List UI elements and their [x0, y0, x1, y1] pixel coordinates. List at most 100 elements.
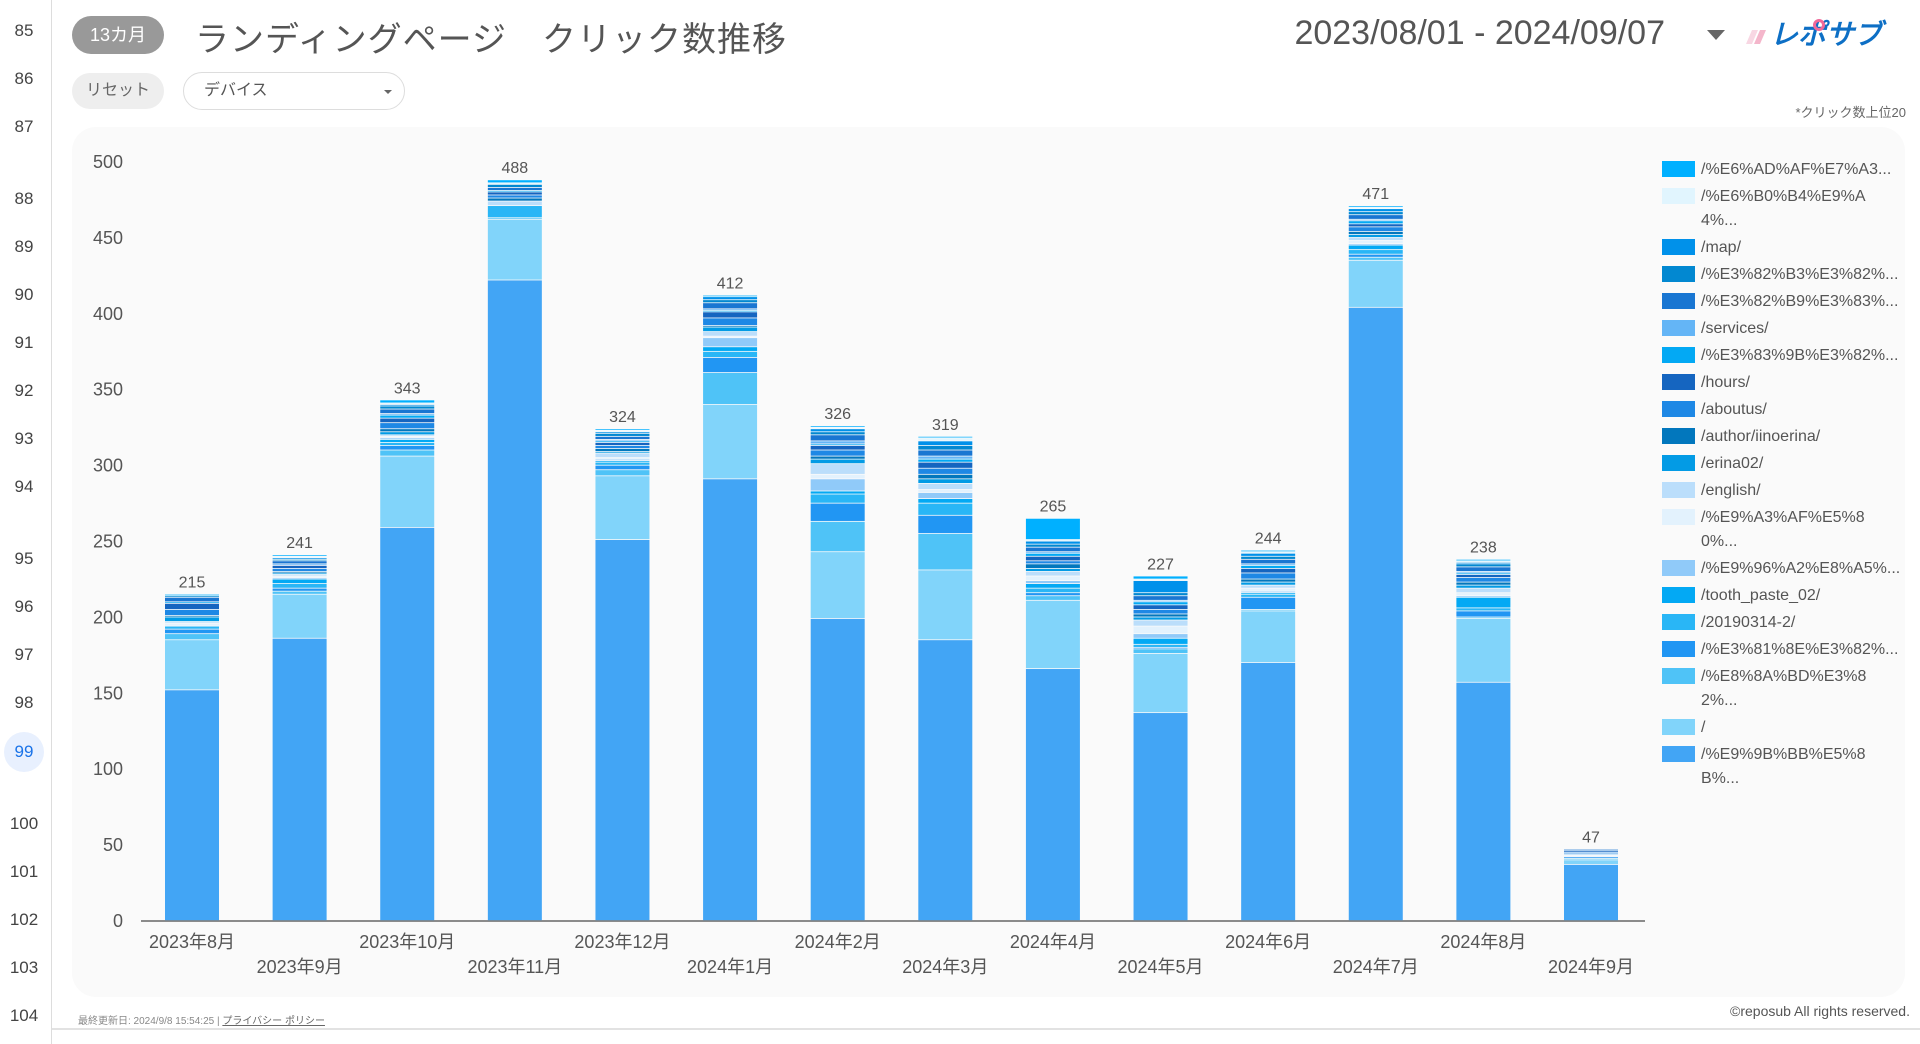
bar-segment — [165, 621, 219, 623]
bar-segment — [703, 325, 758, 327]
row-number[interactable]: 90 — [14, 285, 34, 304]
bar-segment — [1133, 634, 1188, 638]
bar-segment — [1348, 307, 1403, 921]
row-number[interactable]: 97 — [14, 645, 34, 664]
bar-segment — [595, 441, 650, 443]
legend-item[interactable]: /%E9%A3%AF%E5%80%... — [1662, 506, 1912, 554]
caret-down-icon[interactable] — [1707, 30, 1725, 40]
bar-segment — [1456, 574, 1511, 578]
reset-button[interactable]: リセット — [72, 73, 164, 109]
bar-segment — [1025, 552, 1080, 553]
bar-segment — [595, 439, 650, 441]
bar-segment — [1348, 245, 1403, 250]
bar-segment — [918, 438, 973, 441]
bar-segment — [1456, 611, 1511, 617]
bar-segment — [703, 479, 758, 921]
row-number[interactable]: 91 — [14, 333, 34, 352]
legend-item[interactable]: /%E6%B0%B4%E9%A4%... — [1662, 185, 1912, 233]
bar-segment — [1133, 593, 1188, 596]
period-badge: 13カ月 — [72, 16, 164, 54]
legend-label: /services/ — [1701, 320, 1769, 337]
legend-item[interactable]: /20190314-2/ — [1662, 611, 1912, 635]
bar-segment — [1564, 851, 1618, 852]
bar-segment — [810, 450, 865, 456]
bar-segment — [703, 332, 758, 336]
x-tick-label: 2024年5月 — [1118, 957, 1204, 977]
logo-text: レポサブ — [1770, 18, 1887, 48]
legend-item[interactable]: /%E3%83%9B%E3%82%... — [1662, 344, 1912, 368]
row-number[interactable]: 98 — [14, 693, 34, 712]
legend-label: /tooth_paste_02/ — [1701, 587, 1821, 604]
legend-item[interactable]: /%E9%9B%BB%E5%8B%... — [1662, 743, 1912, 791]
legend-swatch — [1662, 266, 1695, 282]
legend-item[interactable]: /services/ — [1662, 317, 1912, 341]
legend-item[interactable]: /aboutus/ — [1662, 398, 1912, 422]
bar-segment — [918, 503, 973, 515]
date-range-picker[interactable]: 2023/08/01 - 2024/09/07 — [1294, 14, 1665, 52]
bar-segment — [1133, 644, 1188, 647]
bar-segment — [595, 461, 650, 462]
legend-item[interactable]: /english/ — [1662, 479, 1912, 503]
bar-segment — [1564, 858, 1618, 860]
bar-segment — [272, 573, 327, 575]
bar-total-label: 238 — [1470, 540, 1497, 557]
device-dropdown[interactable]: デバイス — [183, 72, 405, 110]
row-number[interactable]: 96 — [14, 597, 34, 616]
legend-item[interactable]: /author/iinoerina/ — [1662, 425, 1912, 449]
row-number[interactable]: 102 — [9, 910, 39, 929]
bar-segment — [1348, 237, 1403, 241]
divider — [52, 1028, 1920, 1030]
privacy-policy-link[interactable]: プライバシー ポリシー — [222, 1016, 325, 1027]
row-number[interactable]: 95 — [14, 549, 34, 568]
row-number[interactable]: 89 — [14, 237, 34, 256]
bar-segment — [703, 312, 758, 318]
bar-segment — [487, 180, 542, 183]
legend-item[interactable]: /%E6%AD%AF%E7%A3... — [1662, 158, 1912, 182]
bar-segment — [1456, 596, 1511, 597]
row-number[interactable]: 101 — [9, 862, 39, 881]
bar-segment — [272, 577, 327, 579]
x-tick-label: 2024年2月 — [795, 932, 881, 952]
x-tick-label: 2024年7月 — [1333, 957, 1419, 977]
bar-segment — [1348, 227, 1403, 232]
legend-item[interactable]: /hours/ — [1662, 371, 1912, 395]
bar-segment — [1241, 591, 1296, 593]
y-tick-label: 350 — [93, 380, 123, 400]
row-number[interactable]: 87 — [14, 117, 34, 136]
legend-item[interactable]: /tooth_paste_02/ — [1662, 584, 1912, 608]
legend-item[interactable]: /%E8%8A%BD%E3%82%... — [1662, 665, 1912, 713]
row-number[interactable]: 99 — [4, 732, 44, 772]
row-number[interactable]: 85 — [14, 21, 34, 40]
row-number[interactable]: 94 — [14, 477, 34, 496]
x-tick-label: 2024年9月 — [1548, 957, 1634, 977]
row-number[interactable]: 103 — [9, 958, 39, 977]
legend-item[interactable]: /map/ — [1662, 236, 1912, 260]
row-number[interactable]: 104 — [9, 1006, 39, 1025]
bar-segment — [1456, 559, 1511, 561]
legend-item[interactable]: / — [1662, 716, 1912, 740]
legend-item[interactable]: /%E3%82%B9%E3%83%... — [1662, 290, 1912, 314]
bar-segment — [1348, 240, 1403, 244]
row-number[interactable]: 92 — [14, 381, 34, 400]
legend-swatch — [1662, 746, 1695, 762]
bar-segment — [1133, 626, 1188, 634]
bar-segment — [1025, 556, 1080, 561]
bar-segment — [595, 432, 650, 433]
bar-segment — [1348, 260, 1403, 307]
bar-segment — [380, 403, 435, 405]
legend-item[interactable]: /erina02/ — [1662, 452, 1912, 476]
bar-segment — [487, 198, 542, 201]
legend-item[interactable]: /%E3%81%8E%E3%82%... — [1662, 638, 1912, 662]
bar-segment — [165, 596, 219, 597]
legend-label: /hours/ — [1701, 374, 1750, 391]
row-number[interactable]: 88 — [14, 189, 34, 208]
legend-item[interactable]: /%E9%96%A2%E8%A5%... — [1662, 557, 1912, 581]
bar-segment — [595, 453, 650, 458]
bar-segment — [810, 503, 865, 521]
bar-segment — [1456, 608, 1511, 611]
row-number[interactable]: 93 — [14, 429, 34, 448]
bar-segment — [595, 465, 650, 470]
legend-item[interactable]: /%E3%82%B3%E3%82%... — [1662, 263, 1912, 287]
row-number[interactable]: 86 — [14, 69, 34, 88]
row-number[interactable]: 100 — [9, 814, 39, 833]
